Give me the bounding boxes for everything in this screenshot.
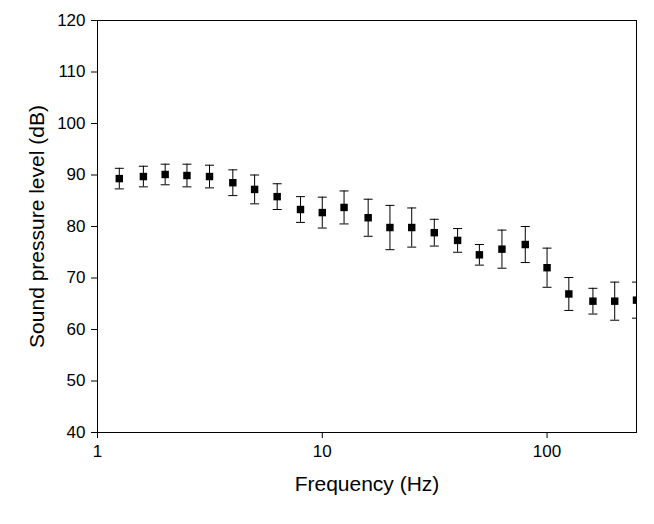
svg-text:120: 120 xyxy=(57,11,85,30)
svg-text:80: 80 xyxy=(67,217,86,236)
svg-text:Sound pressure level (dB): Sound pressure level (dB) xyxy=(25,105,48,348)
svg-text:70: 70 xyxy=(67,268,86,287)
svg-text:60: 60 xyxy=(67,320,86,339)
svg-text:100: 100 xyxy=(57,114,85,133)
svg-text:40: 40 xyxy=(67,423,86,442)
svg-text:50: 50 xyxy=(67,371,86,390)
svg-text:10: 10 xyxy=(313,442,332,461)
svg-text:110: 110 xyxy=(58,62,85,81)
svg-text:Frequency (Hz): Frequency (Hz) xyxy=(295,472,440,495)
svg-text:100: 100 xyxy=(533,442,561,461)
svg-text:90: 90 xyxy=(67,165,86,184)
svg-text:1: 1 xyxy=(93,442,102,461)
